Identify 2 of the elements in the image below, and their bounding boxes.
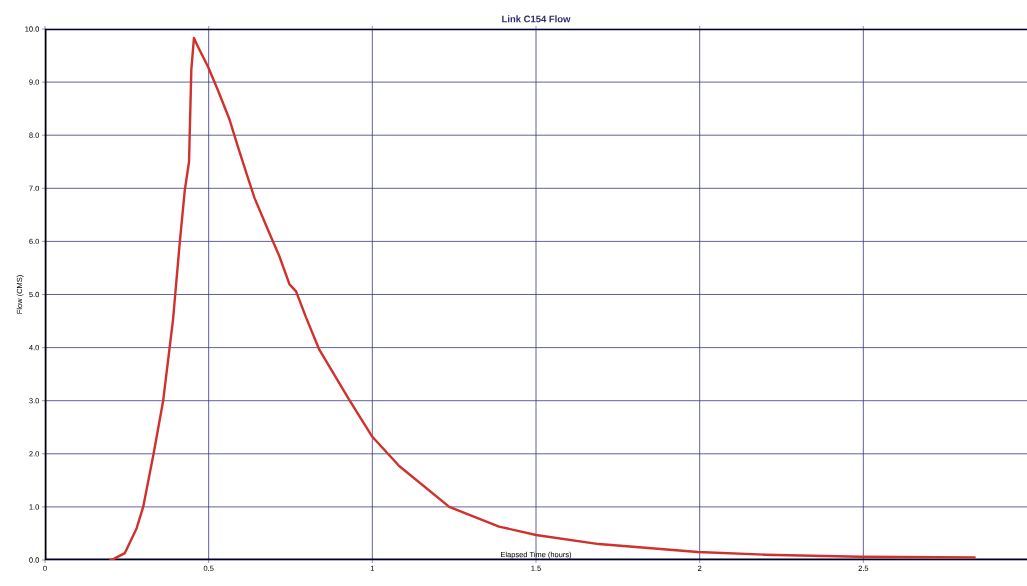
line-series [109,36,976,560]
chart-title: Link C154 Flow [502,15,571,23]
